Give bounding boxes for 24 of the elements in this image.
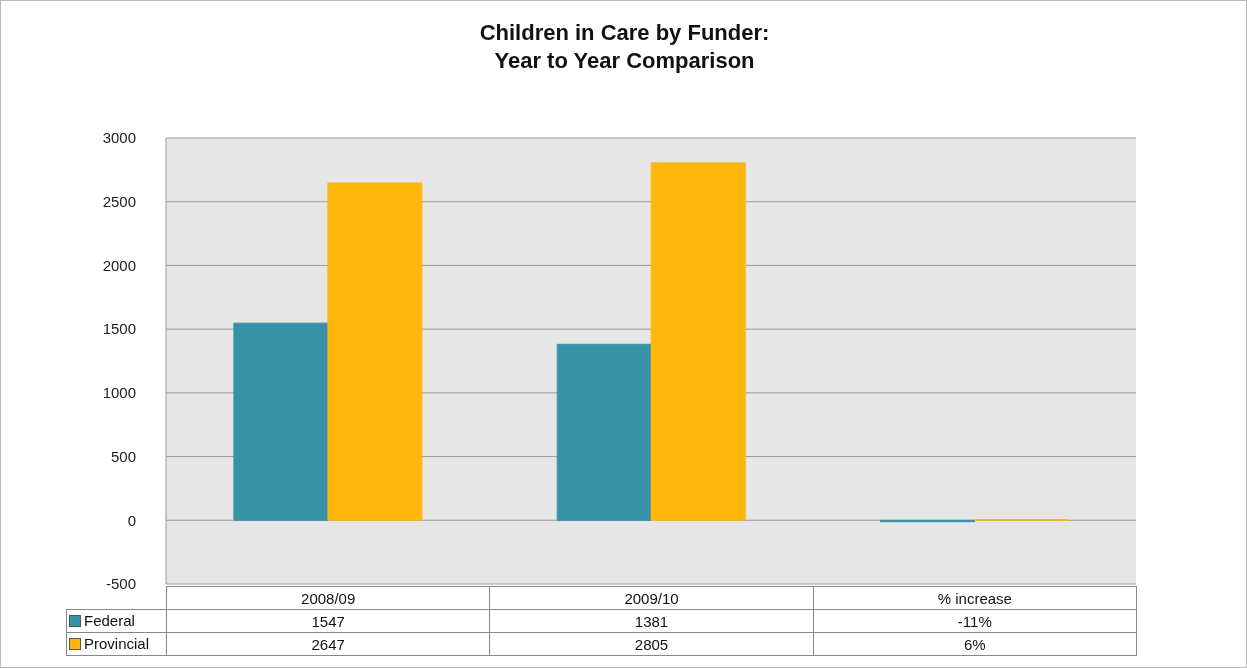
data-label: 2647 [311,635,345,653]
data-label: 1547 [311,612,345,630]
data-label: -11% [957,612,992,630]
y-tick-label: 1000 [102,384,136,402]
data-label: 6% [963,635,986,653]
legend-label: Federal [84,612,135,630]
y-tick-label: 2500 [102,193,136,211]
y-tick-label: 500 [110,447,136,465]
y-tick-label: 3000 [102,129,136,147]
y-tick-label: 0 [127,511,136,529]
x-tick-label: % increase [937,589,1012,607]
y-tick-label: 2000 [102,256,136,274]
data-label: 1381 [634,612,669,630]
bar [650,162,746,521]
x-tick-label: 2009/10 [624,589,679,607]
legend-label: Provincial [84,635,150,653]
y-tick-label: 1500 [102,320,136,338]
bar [233,322,329,521]
bar [556,343,652,521]
chart-title: Children in Care by Funder: Year to Year Comparison [479,20,770,73]
y-tick-label: -500 [105,575,136,593]
x-tick-label: 2008/09 [301,589,356,607]
data-label: 2805 [634,635,669,653]
bar [327,182,423,521]
